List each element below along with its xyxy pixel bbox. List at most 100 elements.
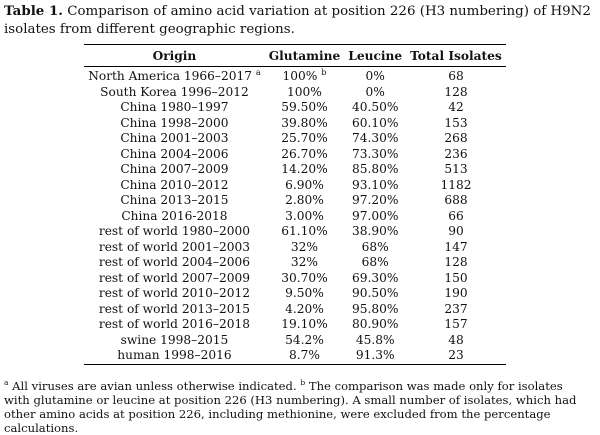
cell-leucine: 60.10%: [344, 116, 406, 132]
cell-origin: China 1980–1997: [84, 100, 265, 116]
table-body: North America 1966–2017 a 100% b 0% 68 South…: [84, 67, 506, 365]
cell-leucine: 38.90%: [344, 224, 406, 240]
table-row: human 1998–2016 8.7% 91.3% 23: [84, 348, 506, 365]
cell-glutamine-value: 100%: [282, 69, 318, 83]
table-row: China 2001–2003 25.70% 74.30% 268: [84, 131, 506, 147]
cell-leucine: 97.00%: [344, 209, 406, 225]
cell-origin: rest of world 2004–2006: [84, 255, 265, 271]
cell-total-isolates: 237: [406, 302, 506, 318]
cell-leucine: 40.50%: [344, 100, 406, 116]
table-row: swine 1998–2015 54.2% 45.8% 48: [84, 333, 506, 349]
cell-total-isolates: 68: [406, 67, 506, 85]
cell-leucine-value: 0%: [365, 69, 385, 83]
cell-origin: China 1998–2000: [84, 116, 265, 132]
cell-origin: China 2007–2009: [84, 162, 265, 178]
cell-origin-value: China 1998–2000: [120, 115, 229, 130]
cell-glutamine: 30.70%: [265, 271, 345, 287]
cell-leucine: 80.90%: [344, 317, 406, 333]
cell-origin: China 2004–2006: [84, 147, 265, 163]
table-row: China 2007–2009 14.20% 85.80% 513: [84, 162, 506, 178]
cell-total-isolates-value: 68: [448, 69, 464, 83]
cell-total-isolates: 153: [406, 116, 506, 132]
cell-leucine-value: 73.30%: [351, 146, 399, 161]
cell-leucine-value: 85.80%: [351, 162, 399, 176]
cell-total-isolates-value: 236: [444, 146, 468, 161]
cell-origin: rest of world 2007–2009: [84, 271, 265, 287]
cell-leucine-value: 69.30%: [351, 270, 399, 285]
cell-origin-value: rest of world 1980–2000: [98, 224, 250, 238]
cell-glutamine: 3.00%: [265, 209, 345, 225]
cell-leucine: 0%: [344, 85, 406, 101]
cell-glutamine-value: 26.70%: [281, 146, 328, 161]
cell-total-isolates-value: 157: [444, 317, 468, 331]
cell-total-isolates: 128: [406, 255, 506, 271]
cell-total-isolates-value: 66: [448, 208, 464, 223]
cell-leucine-value: 38.90%: [351, 224, 399, 238]
cell-glutamine-value: 19.10%: [281, 317, 328, 331]
cell-leucine: 0%: [344, 67, 406, 85]
cell-total-isolates: 1182: [406, 178, 506, 194]
cell-origin: North America 1966–2017 a: [84, 67, 265, 85]
table-row: China 2004–2006 26.70% 73.30% 236: [84, 147, 506, 163]
cell-leucine: 85.80%: [344, 162, 406, 178]
cell-leucine-value: 80.90%: [351, 317, 399, 331]
cell-glutamine: 25.70%: [265, 131, 345, 147]
cell-leucine-value: 0%: [365, 84, 385, 99]
cell-origin: rest of world 2010–2012: [84, 286, 265, 302]
cell-total-isolates: 128: [406, 85, 506, 101]
cell-glutamine-value: 6.90%: [285, 177, 324, 192]
table-row: rest of world 2001–2003 32% 68% 147: [84, 240, 506, 256]
table-row: China 2010–2012 6.90% 93.10% 1182: [84, 178, 506, 194]
cell-glutamine: 100% b: [265, 67, 345, 85]
cell-total-isolates: 688: [406, 193, 506, 209]
table-row: rest of world 2004–2006 32% 68% 128: [84, 255, 506, 271]
cell-origin: human 1998–2016: [84, 348, 265, 365]
cell-glutamine-value: 30.70%: [281, 270, 328, 285]
cell-origin: rest of world 2001–2003: [84, 240, 265, 256]
cell-leucine: 90.50%: [344, 286, 406, 302]
cell-glutamine-value: 39.80%: [281, 115, 328, 130]
cell-glutamine-value: 100%: [287, 84, 322, 99]
cell-origin-value: rest of world 2007–2009: [98, 270, 250, 285]
cell-glutamine-value: 61.10%: [281, 224, 328, 238]
cell-glutamine: 2.80%: [265, 193, 345, 209]
cell-origin-value: rest of world 2013–2015: [98, 301, 250, 316]
cell-leucine-value: 74.30%: [351, 131, 399, 145]
cell-total-isolates: 190: [406, 286, 506, 302]
cell-total-isolates: 513: [406, 162, 506, 178]
table-row: rest of world 2016–2018 19.10% 80.90% 157: [84, 317, 506, 333]
cell-total-isolates-value: 1182: [440, 177, 472, 192]
cell-total-isolates: 147: [406, 240, 506, 256]
column-header-glutamine: Glutamine: [264, 44, 345, 67]
table-footnotes: a All viruses are avian unless otherwise…: [4, 377, 592, 434]
cell-total-isolates: 23: [406, 348, 506, 365]
document-page: Table 1. Comparison of amino acid variat…: [4, 3, 591, 435]
cell-origin-value: rest of world 2001–2003: [98, 239, 250, 254]
cell-glutamine: 32%: [265, 240, 345, 256]
cell-origin-value: rest of world 2016–2018: [98, 317, 250, 331]
cell-total-isolates-value: 128: [444, 255, 468, 269]
cell-total-isolates-value: 153: [444, 115, 468, 130]
table-row: rest of world 1980–2000 61.10% 38.90% 90: [84, 224, 506, 240]
cell-total-isolates: 66: [406, 209, 506, 225]
cell-origin: China 2001–2003: [84, 131, 265, 147]
cell-origin-value: China 2016-2018: [121, 208, 228, 223]
cell-total-isolates-value: 150: [444, 270, 468, 285]
cell-glutamine: 100%: [265, 85, 345, 101]
table-header-row: Origin Glutamine Leucine Total Isolates: [84, 44, 506, 67]
cell-glutamine-value: 59.50%: [281, 100, 328, 114]
cell-leucine-value: 97.20%: [351, 193, 399, 207]
cell-origin-value: South Korea 1996–2012: [100, 84, 249, 99]
cell-glutamine-value: 32%: [290, 239, 319, 254]
cell-glutamine: 19.10%: [265, 317, 345, 333]
cell-origin-value: China 2013–2015: [120, 193, 229, 207]
cell-glutamine: 9.50%: [265, 286, 345, 302]
cell-glutamine: 61.10%: [265, 224, 345, 240]
cell-leucine: 68%: [344, 240, 406, 256]
cell-leucine-value: 60.10%: [351, 115, 399, 130]
cell-origin-value: North America 1966–2017: [88, 69, 253, 83]
cell-origin: China 2010–2012: [84, 178, 265, 194]
cell-origin: China 2013–2015: [84, 193, 265, 209]
footnote-a-marker: a: [4, 377, 9, 387]
cell-total-isolates-value: 237: [444, 301, 468, 316]
